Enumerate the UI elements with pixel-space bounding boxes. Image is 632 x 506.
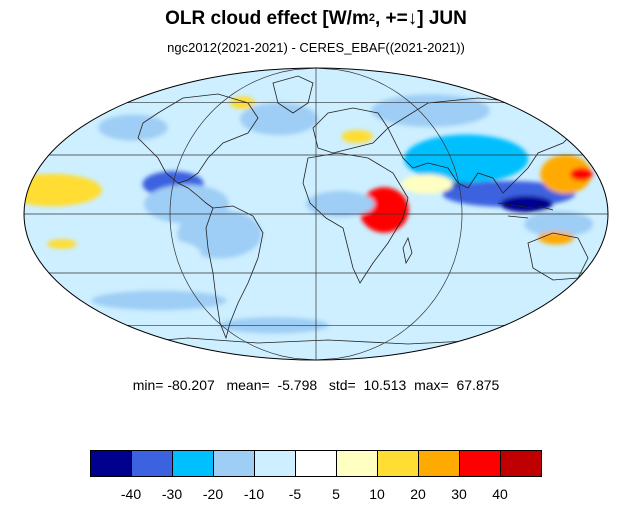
colorbar-swatch — [418, 450, 460, 477]
colorbar-tick-label: 5 — [332, 486, 340, 502]
field-patch — [177, 209, 262, 259]
statistics-line: min= -80.207 mean= -5.798 std= 10.513 ma… — [0, 377, 632, 393]
coast-australia — [527, 232, 589, 281]
map-outline — [23, 67, 609, 361]
graticule — [24, 68, 608, 360]
field-patch — [47, 239, 77, 249]
stat-std-label: std= — [328, 377, 356, 393]
field-patch — [404, 134, 529, 184]
stat-max-value: 67.875 — [456, 377, 500, 393]
colorbar-tick-label: 40 — [492, 486, 508, 502]
colorbar-tick-label: -30 — [161, 486, 183, 502]
colorbar-tick-label: -40 — [120, 486, 142, 502]
stat-std-value: 10.513 — [363, 377, 407, 393]
mollweide-map — [23, 67, 609, 361]
field-patch — [371, 94, 490, 127]
coast-south-america — [205, 205, 264, 340]
stat-max-label: max= — [414, 377, 449, 393]
meridian-line — [315, 68, 463, 360]
title-superscript: 2 — [368, 12, 375, 24]
field-patch — [305, 191, 375, 217]
colorbar-swatch — [295, 450, 337, 477]
down-arrow-icon: ↓ — [407, 8, 418, 29]
colorbar-swatch — [459, 450, 501, 477]
field-patch — [91, 290, 227, 311]
field-patch — [98, 114, 168, 141]
title-middle: , += — [374, 8, 408, 29]
colorbar-swatch — [90, 450, 132, 477]
field-patch — [401, 174, 453, 194]
field-patch — [359, 187, 409, 233]
field-patch — [540, 154, 592, 194]
colorbar-tick-label: -20 — [202, 486, 224, 502]
colorbar-tick-label: -5 — [288, 486, 302, 502]
field-patch — [240, 102, 318, 136]
stat-min-value: -80.207 — [167, 377, 215, 393]
field-patch — [500, 195, 553, 213]
stat-mean-label: mean= — [226, 377, 270, 393]
field-patch — [30, 214, 116, 234]
colorbar-swatch — [336, 450, 378, 477]
field-patch — [341, 129, 373, 143]
chart-title: OLR cloud effect [W/m2, +=↓] JUN — [0, 8, 632, 30]
chart-subtitle: ngc2012(2021-2021) - CERES_EBAF((2021-20… — [167, 40, 465, 55]
colorbar-tick-label: 10 — [369, 486, 385, 502]
coast-central-america — [177, 182, 214, 209]
colorbar-swatch — [131, 450, 173, 477]
title-suffix: ] JUN — [417, 8, 467, 29]
field-patch — [301, 299, 479, 319]
coast-indonesia — [497, 202, 554, 219]
colorbar — [90, 450, 542, 477]
colorbar-swatch — [213, 450, 255, 477]
coast-north-america — [137, 93, 259, 184]
colorbar-tick-label: 30 — [451, 486, 467, 502]
colorbar-swatch — [500, 450, 542, 477]
field-patch — [570, 167, 593, 181]
field-patch — [524, 211, 594, 237]
stat-mean-value: -5.798 — [277, 377, 318, 393]
colorbar-swatch — [254, 450, 296, 477]
field-patch — [87, 237, 201, 270]
stat-min-label: min= — [132, 377, 164, 393]
colorbar-tick-label: 20 — [410, 486, 426, 502]
field-patch — [538, 231, 575, 245]
colorbar-tick-label: -10 — [243, 486, 265, 502]
coast-europe — [312, 107, 389, 154]
colorbar-swatch — [377, 450, 419, 477]
colorbar-swatch — [172, 450, 214, 477]
title-prefix: OLR cloud effect [W/m — [165, 8, 369, 29]
meridian-line — [169, 68, 317, 360]
coast-madagascar — [402, 236, 413, 265]
